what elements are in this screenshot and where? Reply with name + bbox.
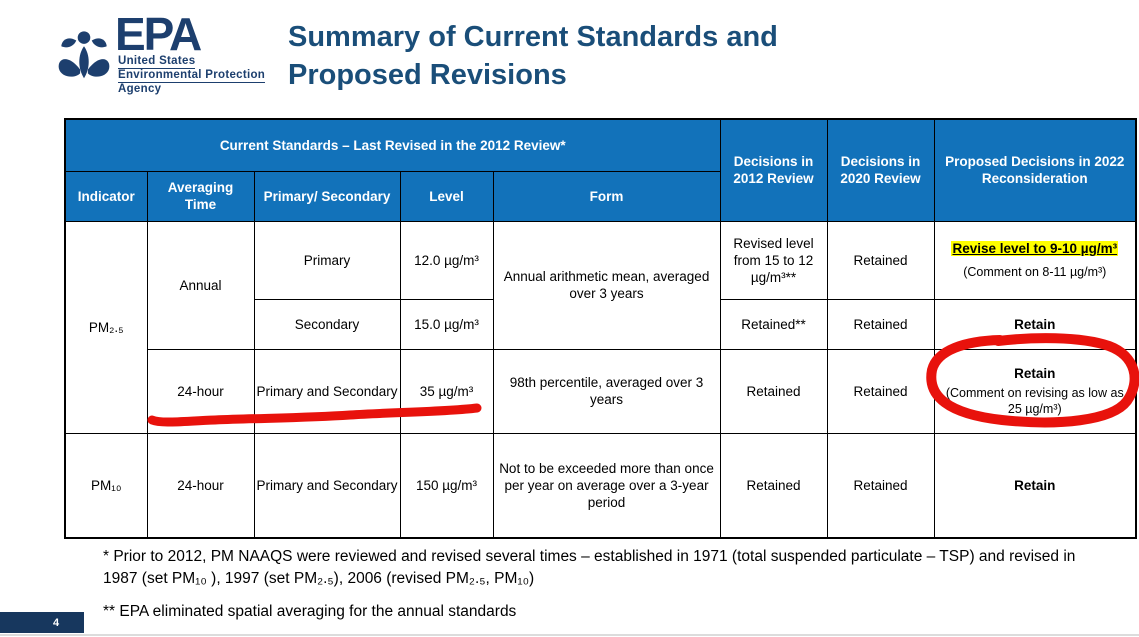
- cell-pm25-annual-secondary-level: 15.0 µg/m³: [399, 298, 494, 350]
- header-indicator: Indicator: [64, 170, 148, 222]
- header-current-standards: Current Standards – Last Revised in the …: [64, 118, 721, 172]
- cell-pm25-24hr-primsec: Primary and Secondary: [253, 348, 401, 434]
- slide-title-line1: Summary of Current Standards and: [288, 21, 778, 53]
- cell-pm25-annual-secondary-d2020: Retained: [826, 298, 935, 350]
- footnote-spatial-averaging: ** EPA eliminated spatial averaging for …: [103, 603, 517, 620]
- header-level: Level: [399, 170, 494, 222]
- standards-table: Current Standards – Last Revised in the …: [64, 118, 1138, 539]
- page-number: 4: [52, 616, 60, 629]
- slide-title: Summary of Current Standards and Propose…: [288, 18, 778, 94]
- footnote-prior-reviews: * Prior to 2012, PM NAAQS were reviewed …: [103, 548, 1076, 587]
- cell-pm10-p2022: Retain: [933, 432, 1137, 539]
- retain-comment: (Comment on revising as low as 25 µg/m³): [945, 386, 1124, 416]
- header-decisions-2012: Decisions in 2012 Review: [719, 118, 828, 222]
- slide-bottom-edge: [0, 634, 1139, 636]
- epa-org-line2: Environmental Protection: [118, 69, 266, 83]
- cell-pm10-d2020: Retained: [826, 432, 935, 539]
- epa-org-line3: Agency: [118, 83, 162, 95]
- cell-pm25-24hr-d2012: Retained: [719, 348, 828, 434]
- epa-flower-icon: [58, 31, 110, 79]
- header-decisions-2020: Decisions in 2020 Review: [826, 118, 935, 222]
- cell-pm10-primsec: Primary and Secondary: [253, 432, 401, 539]
- cell-pm25-annual-primary-d2020: Retained: [826, 220, 935, 300]
- cell-pm25-annual-primary-p2022: Revise level to 9-10 µg/m³ (Comment on 8…: [933, 220, 1137, 300]
- cell-pm25-indicator: PM₂.₅: [64, 220, 148, 434]
- cell-pm25-24hr-time: 24-hour: [146, 348, 255, 434]
- cell-pm10-d2012: Retained: [719, 432, 828, 539]
- cell-pm25-24hr-level: 35 µg/m³: [399, 348, 494, 434]
- header-primary-secondary: Primary/ Secondary: [253, 170, 401, 222]
- header-form: Form: [492, 170, 721, 222]
- epa-org-line1: United States: [118, 55, 196, 69]
- table-row: 24-hour Primary and Secondary 35 µg/m³ 9…: [65, 348, 1137, 434]
- table-row: PM₂.₅ Annual Primary 12.0 µg/m³ Annual a…: [64, 220, 1137, 434]
- epa-logo: EPA United States Environmental Protecti…: [55, 8, 266, 96]
- cell-pm10-time: 24-hour: [146, 432, 255, 539]
- cell-pm25-24hr-form: 98th percentile, averaged over 3 years: [492, 348, 721, 434]
- cell-pm25-annual-time: Annual: [146, 220, 255, 350]
- cell-pm25-annual-primary-d2012: Revised level from 15 to 12 µg/m³**: [719, 220, 828, 300]
- header-averaging-time: Averaging Time: [146, 170, 255, 222]
- header-proposed-2022: Proposed Decisions in 2022 Reconsiderati…: [933, 118, 1137, 222]
- proposed-level-comment: (Comment on 8-11 µg/m³): [963, 265, 1107, 279]
- page-number-badge: 4: [0, 612, 84, 633]
- cell-pm25-annual-secondary-p2022: Retain: [933, 298, 1137, 350]
- highlighted-proposed-level: Revise level to 9-10 µg/m³: [951, 241, 1119, 256]
- retain-label: Retain: [1014, 366, 1056, 381]
- epa-org-name: United States Environmental Protection A…: [118, 55, 266, 96]
- cell-pm10-indicator: PM₁₀: [64, 432, 148, 539]
- cell-pm25-annual-primary: Primary: [253, 220, 401, 300]
- table-row: PM₁₀ 24-hour Primary and Secondary 150 µ…: [64, 432, 1137, 539]
- cell-pm25-annual-secondary-d2012: Retained**: [719, 298, 828, 350]
- slide-title-line2: Proposed Revisions: [288, 59, 567, 91]
- cell-pm25-annual-secondary: Secondary: [253, 298, 401, 350]
- cell-pm10-form: Not to be exceeded more than once per ye…: [492, 432, 721, 539]
- epa-wordmark: EPA: [115, 8, 202, 60]
- cell-pm25-annual-form: Annual arithmetic mean, averaged over 3 …: [492, 220, 721, 350]
- cell-pm25-annual-primary-level: 12.0 µg/m³: [399, 220, 494, 300]
- cell-pm25-24hr-p2022: Retain (Comment on revising as low as 25…: [933, 348, 1137, 434]
- cell-pm25-24hr-d2020: Retained: [826, 348, 935, 434]
- cell-pm10-level: 150 µg/m³: [399, 432, 494, 539]
